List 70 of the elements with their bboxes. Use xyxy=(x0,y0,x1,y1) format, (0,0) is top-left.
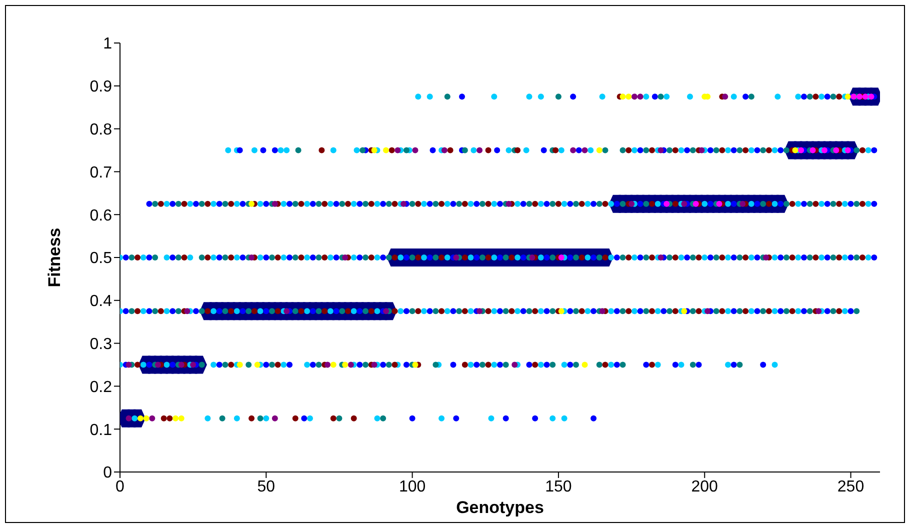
point xyxy=(184,308,190,314)
point xyxy=(248,254,255,260)
point xyxy=(400,200,407,207)
point xyxy=(816,308,822,314)
x-tick-label: 150 xyxy=(545,478,572,496)
point xyxy=(236,362,243,368)
x-tick-label: 0 xyxy=(116,478,125,496)
y-tick-label: 0.8 xyxy=(90,121,112,138)
point xyxy=(558,308,564,314)
point xyxy=(658,254,664,260)
point xyxy=(371,147,378,154)
point xyxy=(412,147,418,154)
point xyxy=(582,147,588,154)
y-tick-label: 1 xyxy=(103,36,112,53)
point xyxy=(658,147,664,154)
x-tick-label: 200 xyxy=(691,478,718,496)
point xyxy=(126,362,132,368)
point xyxy=(596,147,602,154)
point xyxy=(248,200,255,207)
point xyxy=(620,94,626,100)
point xyxy=(681,308,688,314)
point xyxy=(342,362,348,368)
point xyxy=(722,94,728,100)
y-axis-title: Fitness xyxy=(45,228,64,288)
point xyxy=(412,362,418,368)
point xyxy=(529,254,536,260)
point xyxy=(324,362,331,368)
point xyxy=(704,308,711,314)
point xyxy=(763,254,769,260)
point xyxy=(476,147,483,154)
y-tick-label: 0.4 xyxy=(90,293,112,310)
point xyxy=(476,308,483,314)
point xyxy=(698,147,705,154)
point xyxy=(558,254,564,260)
x-axis-title: Genotypes xyxy=(456,498,544,517)
x-tick-label: 50 xyxy=(257,478,276,496)
point xyxy=(272,415,278,422)
point xyxy=(506,200,512,207)
point xyxy=(272,200,278,207)
y-tick-label: 0.3 xyxy=(90,336,112,353)
point xyxy=(149,415,156,422)
point xyxy=(172,415,179,422)
point xyxy=(394,147,401,154)
point xyxy=(637,94,644,100)
y-tick-label: 0.2 xyxy=(90,378,112,396)
point xyxy=(626,94,632,100)
point xyxy=(178,415,184,422)
point xyxy=(582,362,588,368)
y-tick-label: 0.6 xyxy=(90,207,112,224)
y-tick-label: 0 xyxy=(103,464,112,482)
y-tick-label: 0.9 xyxy=(90,78,112,96)
point xyxy=(512,362,518,368)
point xyxy=(441,147,448,154)
point xyxy=(453,254,460,260)
point xyxy=(254,362,260,368)
y-tick-label: 0.5 xyxy=(90,250,112,268)
y-tick-label: 0.7 xyxy=(90,164,112,182)
point xyxy=(348,362,354,368)
point xyxy=(599,308,606,314)
point xyxy=(371,362,378,368)
y-tick-label: 0.1 xyxy=(90,422,112,439)
point xyxy=(143,415,150,422)
x-tick-label: 100 xyxy=(398,478,426,496)
x-tick-label: 250 xyxy=(837,478,864,496)
point xyxy=(570,147,576,154)
point xyxy=(330,362,336,368)
point xyxy=(631,94,638,100)
point xyxy=(342,254,348,260)
point xyxy=(383,147,389,154)
point xyxy=(844,94,851,100)
